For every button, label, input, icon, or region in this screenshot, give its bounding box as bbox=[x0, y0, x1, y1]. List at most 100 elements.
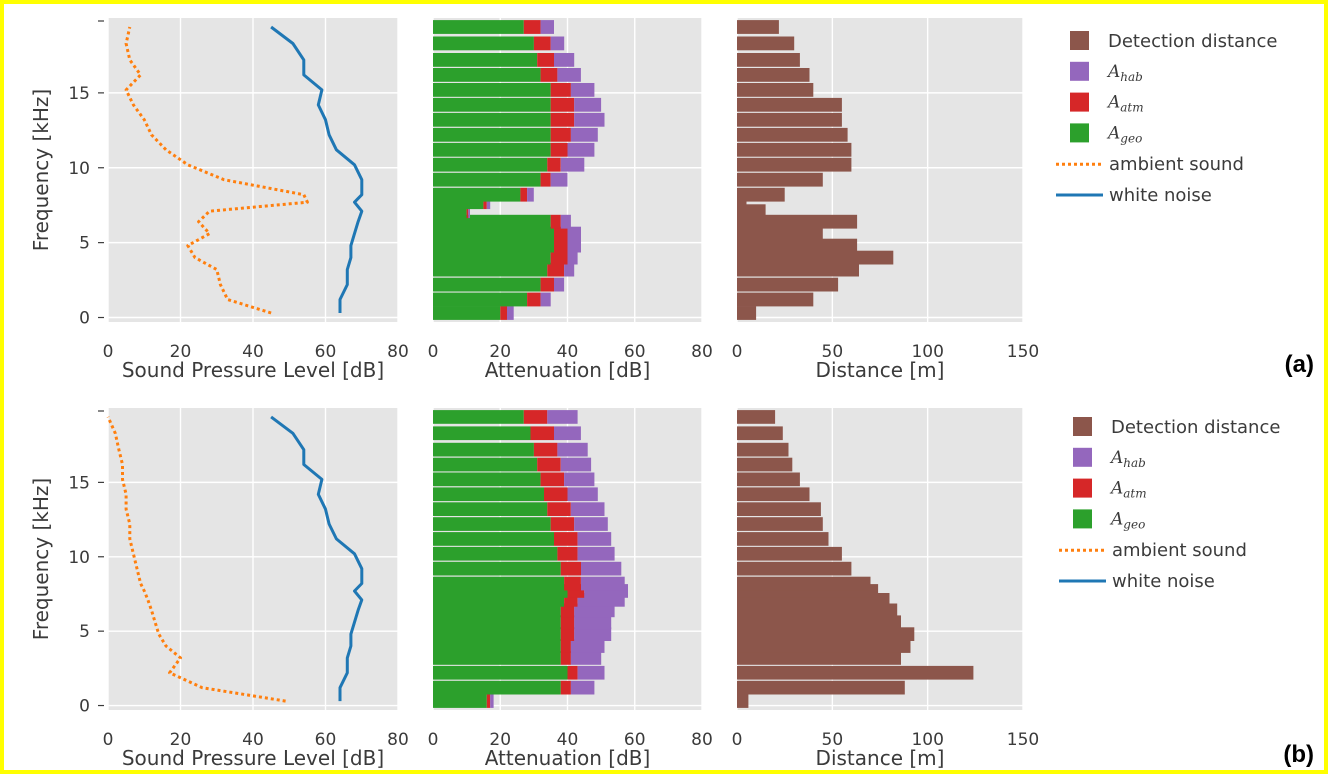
bar-segment bbox=[540, 292, 551, 307]
bar-segment bbox=[433, 694, 487, 708]
panel-a-attenuation-plot: 0 20 40 60 80 Attenuation [dB] bbox=[428, 18, 713, 382]
legend-label-atm: Aatm bbox=[1109, 479, 1147, 501]
bar-segment bbox=[737, 651, 901, 665]
bar-segment bbox=[433, 277, 541, 292]
bar-segment bbox=[737, 53, 800, 67]
bar-segment bbox=[567, 487, 598, 502]
x-tick-label: 20 bbox=[170, 342, 192, 362]
bar-segment bbox=[737, 172, 823, 187]
bar-segment bbox=[433, 83, 551, 97]
legend-label-subscript: atm bbox=[1123, 487, 1146, 501]
bar-segment bbox=[466, 204, 469, 219]
bar-segment bbox=[737, 36, 795, 51]
bar-segment bbox=[560, 603, 575, 618]
x-axis-label: Distance [m] bbox=[816, 746, 945, 770]
bar-segment bbox=[433, 306, 501, 320]
bar-segment bbox=[433, 53, 538, 67]
bar-segment bbox=[554, 53, 575, 67]
series-line bbox=[124, 26, 309, 315]
bar-segment bbox=[547, 262, 565, 277]
bar-segment bbox=[737, 517, 823, 531]
bar-segment bbox=[737, 306, 757, 320]
legend-swatch-hab bbox=[1073, 447, 1092, 467]
bar-segment bbox=[570, 651, 602, 665]
bar-segment bbox=[560, 680, 571, 695]
bar-segment bbox=[433, 250, 551, 265]
legend-swatch-atm bbox=[1070, 92, 1089, 112]
bar-segment bbox=[433, 517, 551, 531]
x-tick-label: 100 bbox=[911, 342, 943, 362]
y-axis-label: Frequency [kHz] bbox=[29, 89, 53, 251]
bar-segment bbox=[433, 410, 524, 424]
bar-segment bbox=[433, 127, 551, 142]
bar-segment bbox=[537, 53, 554, 67]
bar-segment bbox=[737, 187, 785, 202]
bar-segment bbox=[433, 292, 528, 307]
bar-segment bbox=[550, 142, 568, 157]
x-axis-label: Sound Pressure Level [dB] bbox=[122, 358, 384, 382]
bar-segment bbox=[520, 187, 528, 202]
legend-swatch-detection bbox=[1070, 31, 1089, 50]
bar-segment bbox=[737, 20, 779, 34]
bar-segment bbox=[433, 172, 541, 187]
bar-segment bbox=[567, 226, 581, 241]
bar-segment bbox=[433, 97, 551, 112]
bar-segment bbox=[737, 238, 858, 253]
bar-segment bbox=[574, 517, 608, 531]
panel-b-label: (b) bbox=[1283, 741, 1314, 768]
bar-segment bbox=[533, 442, 558, 457]
bar-segment bbox=[433, 426, 531, 441]
bar-segment bbox=[737, 127, 848, 142]
x-tick-label: 0 bbox=[103, 730, 114, 750]
bar-segment bbox=[547, 157, 561, 172]
panel-b-attenuation-plot: 0 20 40 60 80 Attenuation [dB] bbox=[428, 408, 713, 770]
bar-segment bbox=[560, 457, 592, 472]
bar-segment bbox=[433, 157, 548, 172]
bar-segment bbox=[737, 142, 852, 157]
bar-segment bbox=[544, 487, 568, 502]
bar-segment bbox=[550, 97, 575, 112]
panel-a-label: (a) bbox=[1285, 351, 1314, 378]
bar-segment bbox=[433, 262, 548, 277]
bar-segment bbox=[737, 195, 747, 210]
bar-segment bbox=[433, 442, 534, 457]
bar-segment bbox=[433, 226, 554, 241]
legend-swatch-atm bbox=[1073, 478, 1092, 498]
x-tick-label: 60 bbox=[315, 730, 337, 750]
legend-label-base: A bbox=[1106, 62, 1120, 82]
bar-segment bbox=[560, 627, 575, 641]
bar-segment bbox=[737, 442, 789, 457]
legend-swatch-geo bbox=[1073, 509, 1092, 529]
bar-segment bbox=[433, 472, 541, 487]
bar-segment bbox=[433, 680, 561, 695]
bar-segment bbox=[433, 487, 544, 502]
bar-segment bbox=[560, 561, 581, 576]
legend-label-base: A bbox=[1106, 93, 1120, 113]
bar-segment bbox=[530, 426, 554, 441]
bar-segment bbox=[574, 627, 612, 641]
bar-segment bbox=[737, 226, 823, 241]
bar-segment bbox=[547, 502, 571, 516]
bar-segment bbox=[737, 457, 793, 472]
bar-segment bbox=[550, 172, 568, 187]
bar-segment bbox=[507, 306, 514, 320]
bar-segment bbox=[737, 214, 858, 229]
y-tick-label: 5 bbox=[79, 622, 90, 642]
y-tick-label: 15 bbox=[68, 473, 90, 493]
bar-segment bbox=[433, 639, 561, 653]
bar-segment bbox=[433, 546, 558, 561]
bar-segment bbox=[547, 410, 578, 424]
legend-label-subscript: atm bbox=[1120, 101, 1143, 115]
legend-label-ambient: ambient sound bbox=[1112, 540, 1247, 561]
bar-segment bbox=[433, 187, 521, 202]
x-tick-label: 150 bbox=[1007, 730, 1039, 750]
bar-segment bbox=[567, 142, 595, 157]
bar-segment bbox=[540, 20, 554, 34]
x-tick-label: 0 bbox=[103, 342, 114, 362]
bar-segment bbox=[737, 277, 839, 292]
y-axis-label: Frequency [kHz] bbox=[29, 478, 53, 640]
bar-segment bbox=[570, 502, 605, 516]
